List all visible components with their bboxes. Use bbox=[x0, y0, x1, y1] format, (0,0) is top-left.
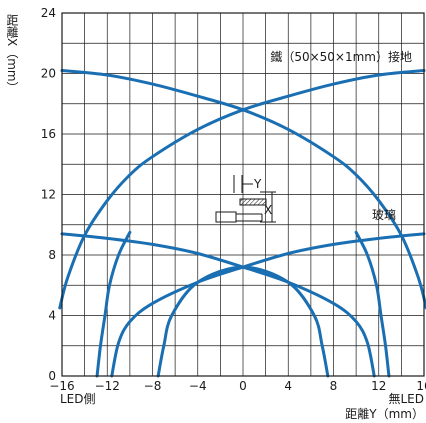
y-tick-label: 0 bbox=[48, 369, 56, 383]
x-tick-label: 12 bbox=[371, 379, 386, 393]
series-1-curve-1 bbox=[110, 232, 426, 378]
inset-target-plate bbox=[239, 198, 267, 206]
curves bbox=[58, 68, 426, 378]
inset-y-symbol: Y bbox=[253, 177, 262, 191]
y-tick-label: 12 bbox=[41, 188, 56, 202]
y-tick-label: 24 bbox=[41, 6, 56, 20]
x-tick-label: −4 bbox=[189, 379, 207, 393]
inset-sensor-body bbox=[215, 211, 237, 223]
series-label-glass: 玻璃 bbox=[372, 208, 396, 222]
series-1-curve-0 bbox=[60, 232, 376, 378]
x-tick-label: 16 bbox=[416, 379, 426, 393]
x-tick-label: 0 bbox=[239, 379, 247, 393]
x-right-note: 無LED bbox=[388, 391, 424, 406]
x-left-note: LED側 bbox=[60, 392, 96, 406]
series-label-iron: 鐵（50×50×1mm）接地 bbox=[270, 49, 412, 64]
sensor-schematic bbox=[215, 175, 276, 223]
x-tick-label: −8 bbox=[144, 379, 162, 393]
x-tick-label: 4 bbox=[284, 379, 292, 393]
series-0-curve-4 bbox=[354, 230, 391, 378]
x-axis-label: 距離Y（mm） bbox=[345, 407, 424, 421]
series-0-curve-1 bbox=[58, 68, 426, 310]
x-tick-label: −12 bbox=[95, 379, 120, 393]
x-tick-label: 8 bbox=[330, 379, 338, 393]
y-axis-label: 距離X（mm） bbox=[5, 14, 19, 94]
series-0-curve-2 bbox=[95, 230, 132, 378]
y-tick-label: 4 bbox=[48, 309, 56, 323]
plot-frame bbox=[61, 12, 425, 377]
y-tick-label: 16 bbox=[41, 127, 56, 141]
y-tick-label: 8 bbox=[48, 248, 56, 262]
y-tick-label: 20 bbox=[41, 67, 56, 81]
grid bbox=[62, 13, 424, 376]
x-tick-label: −16 bbox=[49, 379, 74, 393]
inset-x-symbol: X bbox=[264, 203, 272, 217]
series-0-curve-0 bbox=[60, 68, 426, 310]
